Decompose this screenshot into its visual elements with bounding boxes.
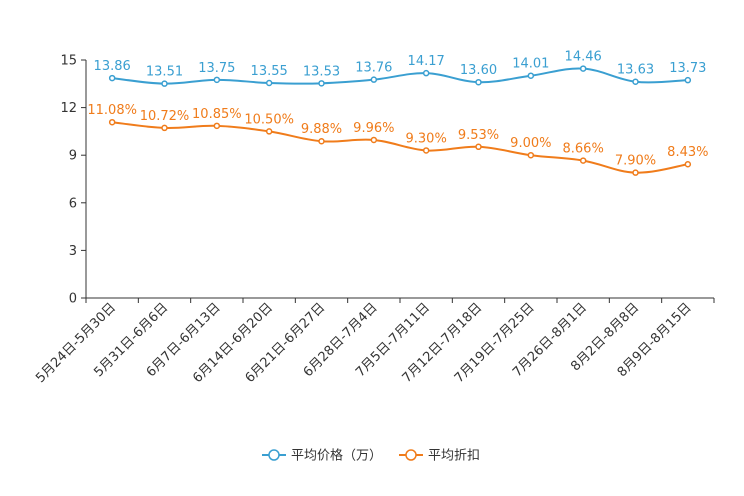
data-label: 13.73 [669,61,706,76]
data-point [108,74,116,82]
data-point [422,69,430,77]
legend-marker [268,449,280,461]
data-label: 14.17 [408,54,445,69]
y-tick-label: 9 [69,149,77,164]
series-2: 11.08% 10.72% 10.85% 10.50% 9.88% 9.96% 9.30% 9… [87,103,708,176]
legend: 平均价格（万） 平均折扣 [262,448,480,464]
data-point [632,169,639,176]
data-label: 9.30% [406,131,447,146]
data-point [213,122,221,130]
data-label: 14.01 [512,57,549,72]
data-label: 14.46 [565,50,602,65]
data-label: 10.72% [140,109,190,124]
y-tick-label: 12 [60,101,77,116]
data-label: 9.00% [510,136,551,151]
data-label: 13.51 [146,65,183,80]
data-point [632,78,639,85]
data-point [318,137,325,145]
data-label: 8.43% [667,145,708,160]
data-point [475,78,482,86]
data-label: 9.53% [458,128,499,143]
series-line [112,67,688,85]
data-point [684,76,692,84]
data-label: 10.50% [244,112,294,127]
data-point [108,118,116,126]
data-point [265,128,273,135]
data-label: 9.96% [353,121,394,136]
data-label: 7.90% [615,154,656,169]
legend-marker [405,449,417,461]
y-tick-label: 6 [69,196,77,211]
data-label: 11.08% [87,103,137,118]
y-tick-label: 0 [69,292,77,307]
legend-label: 平均折扣 [428,449,480,464]
data-label: 13.60 [460,63,497,78]
data-point [527,151,535,159]
legend-label: 平均价格（万） [291,448,382,464]
data-label: 8.66% [563,142,604,157]
y-tick-label: 3 [69,244,77,259]
series-1: 13.86 13.51 13.75 13.55 13.53 13.76 14.17 13.60… [94,50,706,87]
data-point [265,79,273,87]
data-label: 9.88% [301,122,342,137]
data-point [579,65,587,72]
data-point [161,80,168,87]
data-label: 13.55 [251,64,288,79]
data-point [527,72,535,79]
data-point [684,160,692,168]
data-label: 10.85% [192,107,242,122]
series-layer: 13.86 13.51 13.75 13.55 13.53 13.76 14.17 13.60… [87,50,708,176]
data-point [161,124,168,132]
y-tick-label: 15 [60,54,77,69]
data-label: 13.63 [617,63,654,78]
data-point [370,136,378,144]
data-point [370,76,378,83]
legend-item-2: 平均折扣 [399,449,480,464]
data-point [475,143,482,151]
data-point [213,76,221,84]
series-line [112,121,688,174]
data-point [422,147,430,154]
data-label: 13.53 [303,64,340,79]
data-label: 13.75 [198,61,235,76]
legend-item-1: 平均价格（万） [262,448,382,464]
data-point [579,157,587,164]
data-point [318,80,325,87]
data-label: 13.86 [94,59,131,74]
data-label: 13.76 [355,61,392,76]
